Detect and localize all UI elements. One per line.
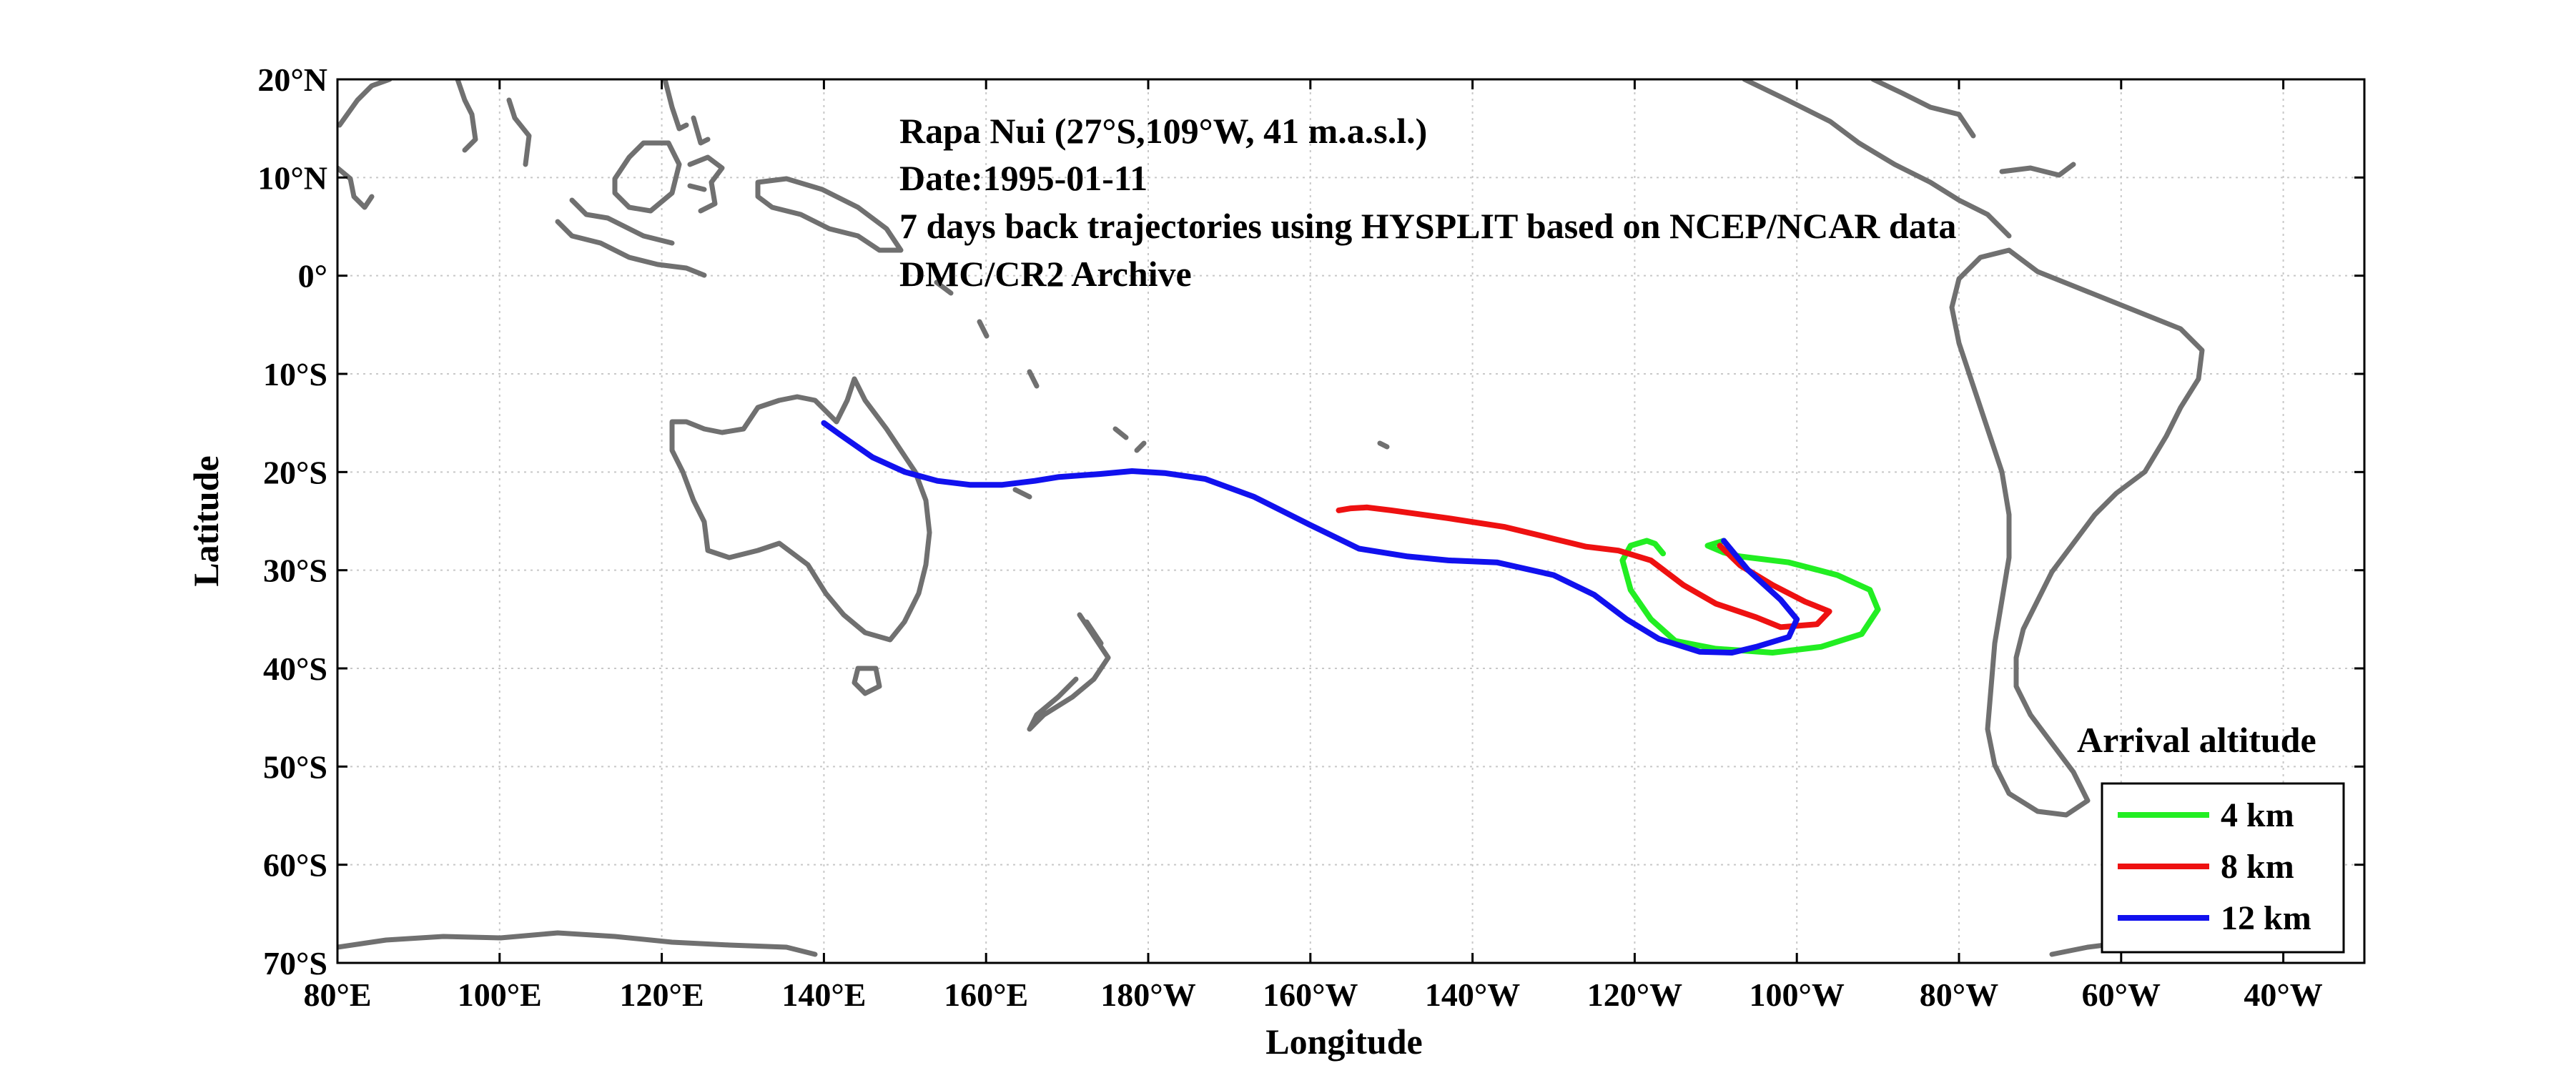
coast-asia bbox=[337, 79, 532, 210]
trajectory-12-km bbox=[821, 420, 1800, 656]
coast-southamerica bbox=[1949, 247, 2205, 818]
title-line-archive: DMC/CR2 Archive bbox=[899, 254, 1192, 294]
legend-label: 8 km bbox=[2221, 848, 2294, 886]
x-tick-label: 140°W bbox=[1425, 976, 1520, 1013]
legend-label: 12 km bbox=[2221, 899, 2311, 937]
trajectory-8-km bbox=[1336, 504, 1832, 631]
legend-title: Arrival altitude bbox=[2077, 720, 2316, 760]
title-block: Rapa Nui (27°S,109°W, 41 m.a.s.l.) Date:… bbox=[899, 111, 1956, 294]
coast-northamerica bbox=[1742, 79, 2076, 239]
x-tick-label: 80°W bbox=[1920, 976, 1998, 1013]
y-tick-label: 60°S bbox=[263, 847, 327, 884]
x-axis-label: Longitude bbox=[1265, 1022, 1423, 1062]
y-tick-label: 10°S bbox=[263, 356, 327, 392]
x-tick-label: 160°W bbox=[1263, 976, 1358, 1013]
coast-newzealand bbox=[1027, 612, 1111, 732]
coast-australia bbox=[669, 376, 932, 643]
x-tick-label: 180°W bbox=[1100, 976, 1195, 1013]
y-tick-label: 0° bbox=[298, 258, 327, 295]
x-tick-label: 120°E bbox=[620, 976, 704, 1013]
y-tick-label: 30°S bbox=[263, 553, 327, 589]
x-tick-label: 60°W bbox=[2082, 976, 2161, 1013]
y-tick-label: 40°S bbox=[263, 651, 327, 687]
trajectory-4-km bbox=[1619, 538, 1881, 656]
legend: 4 km 8 km 12 km bbox=[2118, 796, 2311, 937]
coast-philippines bbox=[662, 79, 711, 146]
coast-borneo bbox=[612, 140, 682, 214]
coast-tasmania bbox=[852, 666, 882, 696]
x-tick-label: 80°E bbox=[303, 976, 371, 1013]
legend-label: 4 km bbox=[2221, 796, 2294, 834]
x-tick-label: 160°E bbox=[944, 976, 1028, 1013]
x-tick-label: 120°W bbox=[1587, 976, 1682, 1013]
plot-frame bbox=[336, 78, 2366, 964]
y-tick-label: 20°N bbox=[257, 61, 327, 98]
coast-sulawesi bbox=[687, 154, 725, 214]
coast-malay bbox=[555, 197, 707, 278]
title-line-method: 7 days back trajectories using HYSPLIT b… bbox=[899, 206, 1956, 246]
y-axis-label: Latitude bbox=[186, 455, 226, 586]
coast-islands bbox=[934, 280, 1390, 500]
x-tick-label: 140°E bbox=[781, 976, 866, 1013]
x-tick-label: 100°E bbox=[458, 976, 542, 1013]
y-tick-label: 50°S bbox=[263, 748, 327, 785]
y-tick-label: 70°S bbox=[263, 945, 327, 981]
title-line-date: Date:1995-01-11 bbox=[899, 158, 1148, 198]
x-axis: 80°E 100°E 120°E 140°E 160°E 180°W 160°W 140°W 1… bbox=[303, 79, 2323, 1013]
trajectory-lines bbox=[821, 420, 1881, 656]
coast-newguinea bbox=[755, 176, 904, 253]
y-tick-label: 20°S bbox=[263, 454, 327, 490]
title-line-station: Rapa Nui (27°S,109°W, 41 m.a.s.l.) bbox=[899, 111, 1427, 151]
plot-area bbox=[337, 79, 2364, 963]
y-tick-label: 10°N bbox=[257, 159, 327, 196]
x-tick-label: 100°W bbox=[1749, 976, 1844, 1013]
y-axis: 20°N 10°N 0° 10°S 20°S 30°S 40°S 50°S 60°S 70°S bbox=[257, 61, 2364, 981]
x-tick-label: 40°W bbox=[2244, 976, 2322, 1013]
